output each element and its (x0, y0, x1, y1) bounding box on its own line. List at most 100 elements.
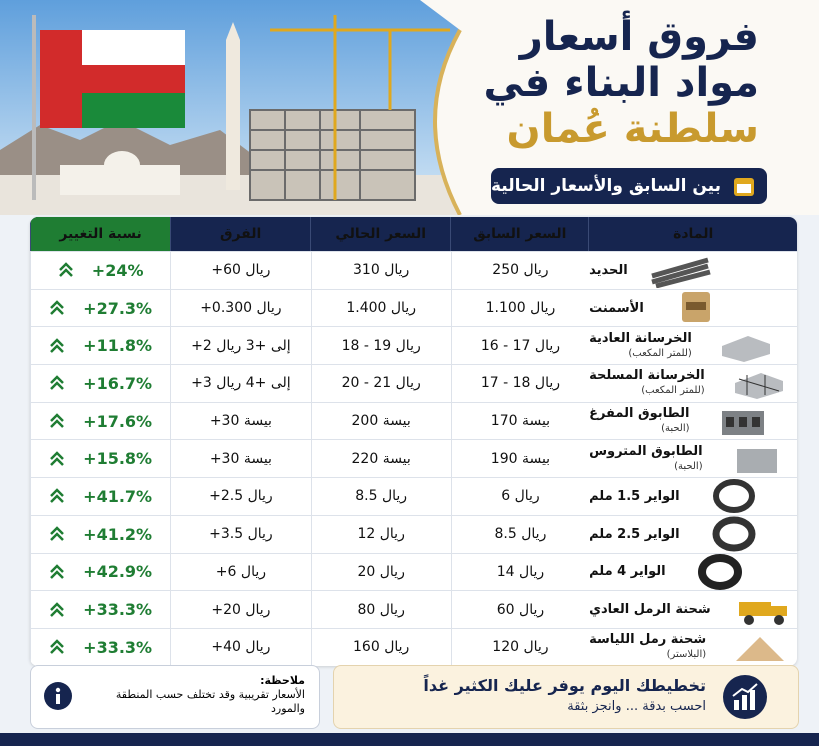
current-cell: 12 ريال (310, 515, 451, 553)
previous-cell: 17 - 18 ريال (450, 365, 589, 402)
previous-value: 17 - 18 ريال (480, 375, 560, 392)
current-cell: 1.400 ريال (310, 289, 451, 327)
material-icon (736, 448, 777, 473)
difference-value: +3 إلى +4 ريال (191, 375, 291, 392)
current-value: 1.400 ريال (346, 300, 416, 317)
difference-cell: +0.300 ريال (170, 289, 310, 327)
difference-cell: +2.5 ريال (170, 478, 310, 515)
table-row: +15.8% +30 بيسة 220 بيسة 190 بيسة الطابوق ال… (30, 439, 797, 478)
difference-value: +2.5 ريال (209, 488, 273, 505)
previous-value: 170 بيسة (490, 413, 551, 430)
current-value: 220 بيسة (351, 450, 411, 467)
column-header: المادة (588, 217, 797, 251)
difference-value: +0.300 ريال (200, 300, 282, 317)
difference-value: +30 بيسة (209, 413, 272, 430)
difference-value: +6 ريال (215, 563, 266, 580)
material-cell: الخرسانة العادية (للمتر المكعب) (589, 327, 797, 364)
current-value: 200 بيسة (351, 413, 411, 430)
subtitle-pill: بين السابق والأسعار الحالية (491, 168, 767, 204)
material-text: الأسمنت (589, 301, 644, 316)
change-value: +11.8% (83, 336, 153, 356)
change-value: +41.7% (83, 486, 153, 506)
table-row: +17.6% +30 بيسة 200 بيسة 170 بيسة الطابوق ال… (30, 401, 797, 440)
difference-cell: +6 ريال (170, 553, 310, 591)
change-cell: +41.7% (30, 478, 170, 515)
table-row: +42.9% +6 ريال 20 ريال 14 ريال الواير 4 ملم (30, 552, 797, 591)
material-text: شحنة رمل اللياسة (البلاستر) (589, 632, 706, 662)
material-cell: الأسمنت (589, 290, 797, 327)
previous-value: 190 بيسة (490, 450, 551, 467)
material-icon (721, 335, 770, 362)
change-cell: +17.6% (30, 402, 170, 440)
previous-value: 250 ريال (492, 262, 549, 279)
change-value: +17.6% (83, 411, 153, 431)
previous-value: 6 ريال (501, 488, 540, 505)
material-text: الخرسانة العادية (للمتر المكعب) (589, 331, 692, 361)
current-value: 80 ريال (357, 601, 405, 618)
difference-cell: +3 إلى +4 ريال (170, 365, 310, 402)
material-unit: (الحبة) (674, 460, 703, 472)
previous-value: 1.100 ريال (485, 300, 556, 317)
difference-cell: +30 بيسة (170, 440, 310, 478)
up-arrow-icon (50, 300, 65, 315)
material-text: شحنة الرمل العادي (589, 602, 711, 617)
column-header: السعر السابق (450, 217, 588, 251)
material-icon (697, 553, 742, 590)
banner-tagline: احسب بدقة ... وانجز بثقة (567, 699, 706, 714)
material-text: الواير 2.5 ملم (589, 527, 680, 542)
previous-cell: 8.5 ريال (450, 515, 589, 553)
change-value: +33.3% (83, 600, 153, 620)
difference-value: +2 إلى +3 ريال (191, 337, 291, 354)
price-table: نسبة التغيير الفرق السعر الحالي السعر ال… (30, 217, 797, 666)
material-unit: (الحبة) (661, 423, 690, 435)
material-icon (712, 516, 756, 552)
difference-value: +60 ريال (211, 262, 271, 279)
up-arrow-icon (50, 639, 65, 655)
table-row: +16.7% +3 إلى +4 ريال 20 - 21 ريال 17 - 18 … (30, 364, 797, 402)
calendar-icon (734, 178, 754, 196)
change-value: +15.8% (83, 449, 153, 469)
current-cell: 200 بيسة (310, 402, 451, 440)
material-icon (651, 257, 711, 289)
note-text: الأسعار تقريبية وقد تختلف حسب المنطقة وا… (115, 688, 305, 715)
change-cell: +16.7% (30, 365, 170, 402)
banner-headline: تخطيطك اليوم يوفر عليك الكثير غداً (423, 676, 706, 695)
current-cell: 160 ريال (310, 628, 451, 666)
difference-value: +3.5 ريال (209, 526, 273, 543)
previous-cell: 1.100 ريال (450, 289, 589, 327)
material-cell: شحنة الرمل العادي (589, 591, 797, 628)
current-cell: 20 - 21 ريال (310, 365, 451, 402)
change-cell: +15.8% (30, 440, 170, 478)
up-arrow-icon (50, 526, 65, 542)
material-text: الحديد (589, 263, 628, 278)
difference-value: +20 ريال (211, 601, 271, 618)
difference-cell: +60 ريال (170, 252, 310, 289)
current-cell: 8.5 ريال (310, 478, 451, 515)
change-value: +16.7% (83, 373, 153, 393)
up-arrow-icon (50, 488, 65, 504)
material-text: الخرسانة المسلحة (للمتر المكعب) (589, 368, 705, 398)
difference-value: +30 بيسة (209, 450, 272, 467)
material-icon (736, 637, 785, 662)
material-cell: الواير 4 ملم (589, 553, 797, 591)
up-arrow-icon (50, 337, 65, 353)
previous-cell: 14 ريال (450, 553, 589, 591)
material-text: الطابوق المتروس (الحبة) (589, 444, 703, 474)
current-value: 160 ريال (353, 639, 410, 656)
material-cell: الخرسانة المسلحة (للمتر المكعب) (589, 365, 797, 402)
previous-value: 120 ريال (492, 639, 549, 656)
up-arrow-icon (50, 601, 65, 617)
info-icon (44, 682, 72, 710)
difference-cell: +20 ريال (170, 591, 310, 628)
difference-cell: +2 إلى +3 ريال (170, 327, 310, 365)
banner: تخطيطك اليوم يوفر عليك الكثير غداً احسب … (333, 665, 799, 729)
title-line: مواد البناء في (483, 60, 759, 106)
material-name: الواير 2.5 ملم (589, 526, 680, 542)
footer-strip (0, 733, 819, 746)
current-cell: 20 ريال (310, 553, 451, 591)
material-name: الواير 4 ملم (589, 564, 666, 580)
current-cell: 310 ريال (310, 252, 451, 289)
previous-value: 14 ريال (496, 563, 545, 580)
previous-cell: 190 بيسة (450, 440, 589, 478)
up-arrow-icon (50, 451, 65, 466)
